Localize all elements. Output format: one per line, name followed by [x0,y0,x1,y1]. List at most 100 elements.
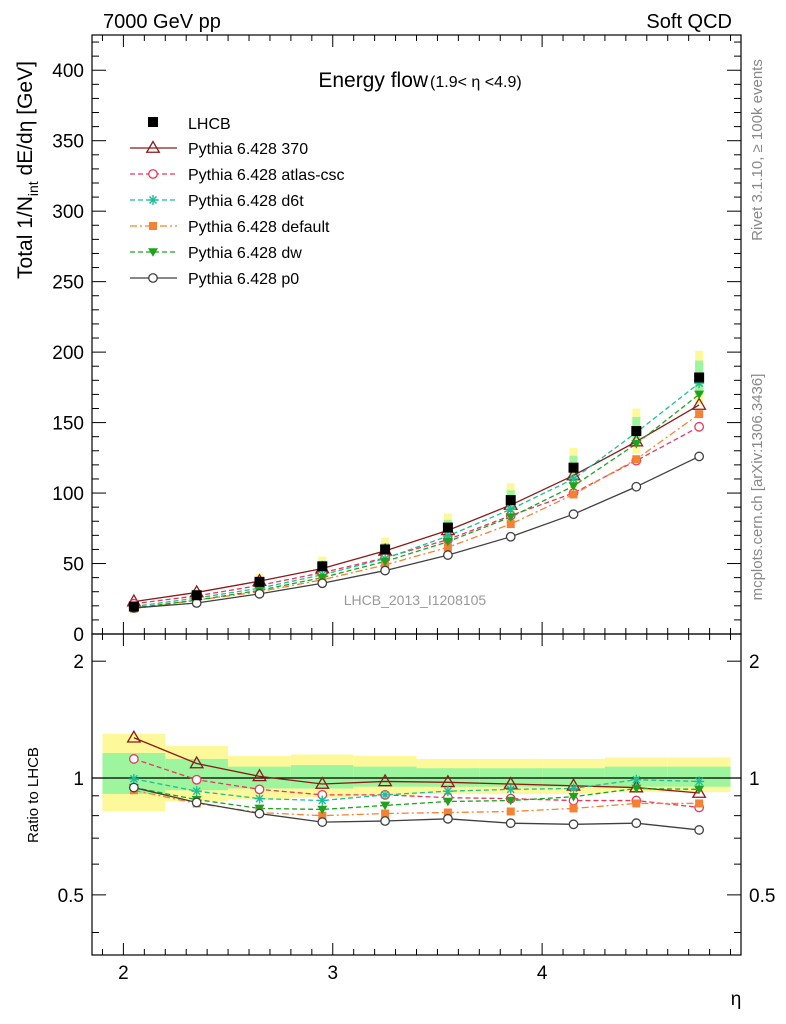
series-5-ratio-line [133,786,700,831]
series-3-ratio-point-8 [632,799,641,808]
main-ylabel-tail: dE/dη [GeV] [14,61,37,181]
series-4-main-point-6 [505,513,516,522]
lhcb-data-point-5 [442,522,453,533]
legend-label-4: Pythia 6.428 dw [188,245,302,262]
main-uncertainty-bands [129,350,704,613]
ratio-band-inner-4 [353,766,417,787]
main-ytick-label-0: 0 [73,625,84,646]
legend: LHCB Pythia 6.428 370 Pythia 6.428 atlas-c… [130,116,345,288]
ratio-ytick-label-right-2: 2 [749,652,760,673]
series-2-ratio-point-6-arm-d2 [506,785,515,794]
series-5-ratio-point-9 [694,825,705,835]
series-5-main-point-7 [568,509,579,520]
lhcb-data-point-1 [191,590,202,601]
lhcb-data-point-8 [631,426,642,437]
lhcb-data-point-3 [317,561,328,572]
series-4-main-point-7 [568,482,579,491]
legend-marker-lhcb [148,117,158,127]
legend-label-1: Pythia 6.428 atlas-csc [188,167,345,184]
ratio-ytick-label-right-0: 0.5 [749,886,775,907]
series-1-ratio-line [133,758,700,809]
ratio-ytick-label-left-0: 0.5 [58,886,84,907]
lhcb-data-point-0 [128,601,139,612]
main-ytick-label-4: 200 [52,343,84,364]
series-3-ratio-point-5 [443,808,452,817]
series-2-ratio-point-4-arm-d2 [381,790,390,799]
series-3-main-point-5 [443,543,452,552]
series-5-main-point-6 [505,531,516,542]
main-ylabel-sub: int [25,181,41,196]
ratio-xtick-label-1: 3 [327,963,338,984]
series-2-main-line [133,382,700,608]
series-2-ratio-line [133,778,700,802]
series-3-main-point-6 [506,520,515,529]
series-5-main-point-3 [317,578,328,589]
legend-label-0: Pythia 6.428 370 [188,141,308,158]
lhcb-data-point-2 [254,576,265,587]
series-5-main-point-2 [254,588,265,599]
series-4-ratio-point-4 [380,801,391,811]
legend-marker-1 [148,169,158,179]
mcplots-label: mcplots.cern.ch [arXiv:1306.3436] [749,374,766,601]
series-4-main-point-4 [380,557,391,567]
main-ytick-label-1: 50 [63,555,84,576]
series-1-ratio-point-2 [254,784,265,795]
series-4-main-point-5 [442,537,453,547]
ratio-ytick-label-left-1: 1 [73,769,84,790]
plot-axes: 2 3 4 0 50 100 150 200 250 300 350 400 0.5 0.5 1 1 2 2 [52,34,775,984]
series-4-ratio-point-6 [505,796,516,806]
series-2-ratio-point-5 [442,786,453,797]
main-ylabel: Total 1/Nint dE/dη [GeV] [14,61,41,279]
series-5-main-point-8 [631,481,642,492]
series-1-main-point-9 [694,421,705,432]
series-2-ratio-point-3-arm-d2 [318,796,327,805]
series-3-ratio-point-3 [318,811,327,820]
series-2-main-point-6 [505,504,516,515]
series-2-ratio-point-1 [191,786,202,797]
series-0-ratio-point-9 [691,785,707,798]
series-lines [133,382,700,831]
legend-label-3: Pythia 6.428 default [188,219,330,236]
main-ytick-label-2: 100 [52,484,84,505]
series-5-ratio-point-2 [254,808,265,819]
data-markers [128,372,705,612]
series-2-ratio-point-5-arm-d2 [443,787,452,796]
series-0-ratio-point-2 [252,768,267,782]
series-2-ratio-point-9-arm-d2 [695,777,704,786]
series-3-ratio-point-9 [695,799,704,808]
series-2-ratio-point-7-arm-d2 [569,784,578,793]
series-2-main-point-7-arm-d2 [569,474,578,483]
series-5-ratio-point-6 [505,818,516,829]
rivet-version-label: Rivet 3.1.10, ≥ 100k events [749,59,766,241]
legend-marker-0 [145,140,161,153]
series-3-ratio-point-6 [506,807,515,816]
series-3-main-point-8 [632,455,641,464]
chart-title: Energy flow (1.9< η <4.9) [318,69,521,92]
series-4-ratio-point-3 [317,805,328,815]
series-0-main-line [133,404,700,603]
series-5-ratio-point-5 [443,813,453,824]
series-5-ratio-point-8 [631,818,642,829]
series-4-ratio-point-8 [631,784,642,794]
ratio-ytick-label-left-2: 2 [73,652,84,673]
ratio-uncertainty-bands [92,733,741,812]
lhcb-data-point-9 [694,372,705,383]
series-2-ratio-point-7 [568,783,579,794]
series-2-ratio-point-1-arm-d2 [192,787,201,796]
chart-title-main: Energy flow [318,69,429,92]
series-2-ratio-point-9 [694,776,705,787]
series-5-main-line [133,455,700,609]
header-left-label: 7000 GeV pp [103,11,221,33]
main-ytick-label-3: 150 [52,414,84,435]
series-0-ratio-point-1 [189,755,205,769]
series-2-ratio-point-2 [254,793,265,804]
lhcb-data-point-6 [505,495,516,506]
ratio-xtick-label-0: 2 [118,963,129,984]
series-4-main-point-3 [317,573,328,583]
main-ytick-label-6: 300 [52,202,84,223]
series-3-ratio-point-4 [381,809,390,818]
main-ytick-label-5: 250 [52,273,84,294]
legend-label-2: Pythia 6.428 d6t [188,193,304,210]
ratio-ytick-label-right-1: 1 [749,769,760,790]
